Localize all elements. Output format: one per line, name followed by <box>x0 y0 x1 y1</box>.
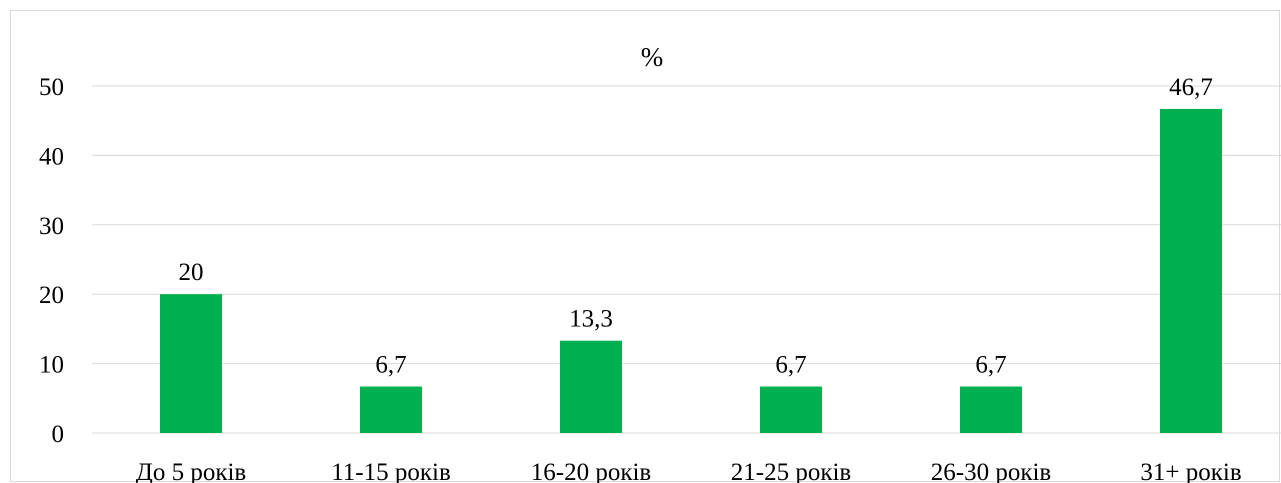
category-label: 16-20 років <box>531 459 651 483</box>
data-label: 6,7 <box>975 352 1006 379</box>
data-label: 6,7 <box>375 352 406 379</box>
category-label: 31+ років <box>1140 459 1241 483</box>
bar <box>960 386 1022 433</box>
data-label: 20 <box>179 259 204 286</box>
y-tick-label: 40 <box>39 143 64 170</box>
bar <box>160 294 222 433</box>
y-tick-label: 10 <box>39 352 64 379</box>
data-labels: 20 6,7 13,3 6,7 6,7 46,7 <box>179 74 1213 379</box>
chart-title: % <box>641 42 664 72</box>
category-label: 11-15 років <box>331 459 451 483</box>
data-label: 13,3 <box>569 306 613 333</box>
data-label: 46,7 <box>1169 74 1213 101</box>
y-tick-label: 50 <box>39 74 64 101</box>
bar <box>1160 108 1222 433</box>
data-label: 6,7 <box>775 352 806 379</box>
category-label: 26-30 років <box>931 459 1051 483</box>
bar <box>760 386 822 433</box>
bar <box>560 340 622 433</box>
y-tick-label: 30 <box>39 213 64 240</box>
gridlines <box>92 85 1281 434</box>
y-axis-ticks: 0 10 20 30 40 50 <box>39 74 64 448</box>
category-label: 21-25 років <box>731 459 851 483</box>
bar <box>360 386 422 433</box>
category-label: До 5 років <box>136 459 246 483</box>
y-tick-label: 20 <box>39 282 64 309</box>
category-labels: До 5 років 11-15 років 16-20 років 21-25 ро… <box>136 459 1242 483</box>
bars <box>160 108 1222 433</box>
y-tick-label: 0 <box>52 421 65 448</box>
